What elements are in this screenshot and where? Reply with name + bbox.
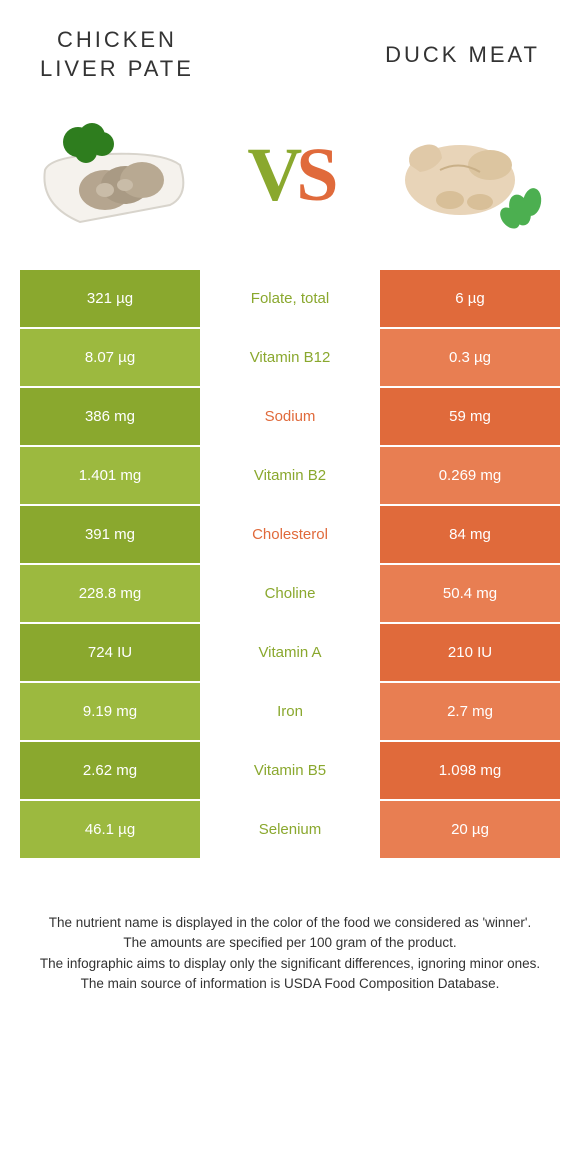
left-value-cell: 1.401 mg bbox=[20, 447, 200, 504]
table-row: 46.1 µgSelenium20 µg bbox=[20, 801, 560, 858]
right-value-cell: 1.098 mg bbox=[380, 742, 560, 799]
nutrient-name-cell: Vitamin B12 bbox=[200, 329, 380, 386]
left-value-cell: 2.62 mg bbox=[20, 742, 200, 799]
footer-line-1: The nutrient name is displayed in the co… bbox=[35, 913, 545, 933]
table-row: 386 mgSodium59 mg bbox=[20, 388, 560, 445]
left-value-cell: 724 IU bbox=[20, 624, 200, 681]
table-row: 1.401 mgVitamin B20.269 mg bbox=[20, 447, 560, 504]
right-value-cell: 59 mg bbox=[380, 388, 560, 445]
header-row: CHICKEN LIVER PATE DUCK MEAT bbox=[0, 0, 580, 90]
images-row: VS bbox=[0, 90, 580, 270]
left-value-cell: 228.8 mg bbox=[20, 565, 200, 622]
vs-label: VS bbox=[247, 132, 332, 219]
footer-notes: The nutrient name is displayed in the co… bbox=[0, 858, 580, 994]
right-value-cell: 84 mg bbox=[380, 506, 560, 563]
duck-meat-icon bbox=[380, 110, 550, 240]
left-value-cell: 8.07 µg bbox=[20, 329, 200, 386]
nutrient-name-cell: Vitamin B2 bbox=[200, 447, 380, 504]
left-value-cell: 391 mg bbox=[20, 506, 200, 563]
right-value-cell: 2.7 mg bbox=[380, 683, 560, 740]
nutrient-name-cell: Vitamin B5 bbox=[200, 742, 380, 799]
nutrient-name-cell: Choline bbox=[200, 565, 380, 622]
pate-plate-icon bbox=[30, 110, 200, 240]
nutrient-name-cell: Sodium bbox=[200, 388, 380, 445]
right-value-cell: 6 µg bbox=[380, 270, 560, 327]
right-value-cell: 0.3 µg bbox=[380, 329, 560, 386]
footer-line-2: The amounts are specified per 100 gram o… bbox=[35, 933, 545, 953]
right-value-cell: 0.269 mg bbox=[380, 447, 560, 504]
nutrient-name-cell: Cholesterol bbox=[200, 506, 380, 563]
left-title-line2: LIVER PATE bbox=[40, 56, 194, 81]
table-row: 321 µgFolate, total6 µg bbox=[20, 270, 560, 327]
vs-v-letter: V bbox=[247, 133, 296, 217]
right-value-cell: 50.4 mg bbox=[380, 565, 560, 622]
left-value-cell: 46.1 µg bbox=[20, 801, 200, 858]
left-food-title: CHICKEN LIVER PATE bbox=[40, 26, 194, 83]
vs-s-letter: S bbox=[296, 133, 332, 217]
left-value-cell: 9.19 mg bbox=[20, 683, 200, 740]
nutrient-name-cell: Vitamin A bbox=[200, 624, 380, 681]
table-row: 8.07 µgVitamin B120.3 µg bbox=[20, 329, 560, 386]
footer-line-3: The infographic aims to display only the… bbox=[35, 954, 545, 974]
footer-line-4: The main source of information is USDA F… bbox=[35, 974, 545, 994]
nutrient-name-cell: Folate, total bbox=[200, 270, 380, 327]
right-food-title: DUCK MEAT bbox=[385, 41, 540, 70]
left-value-cell: 386 mg bbox=[20, 388, 200, 445]
right-value-cell: 210 IU bbox=[380, 624, 560, 681]
nutrient-name-cell: Iron bbox=[200, 683, 380, 740]
left-value-cell: 321 µg bbox=[20, 270, 200, 327]
table-row: 228.8 mgCholine50.4 mg bbox=[20, 565, 560, 622]
left-title-line1: CHICKEN bbox=[57, 27, 177, 52]
nutrient-name-cell: Selenium bbox=[200, 801, 380, 858]
table-row: 724 IUVitamin A210 IU bbox=[20, 624, 560, 681]
table-row: 2.62 mgVitamin B51.098 mg bbox=[20, 742, 560, 799]
table-row: 391 mgCholesterol84 mg bbox=[20, 506, 560, 563]
comparison-table: 321 µgFolate, total6 µg8.07 µgVitamin B1… bbox=[20, 270, 560, 858]
right-value-cell: 20 µg bbox=[380, 801, 560, 858]
table-row: 9.19 mgIron2.7 mg bbox=[20, 683, 560, 740]
